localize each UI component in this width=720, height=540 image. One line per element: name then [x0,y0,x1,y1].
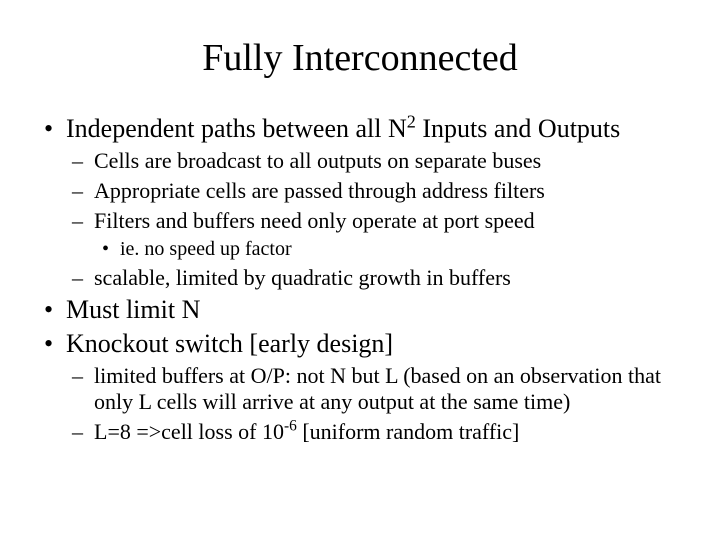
bullet-1-sub-3-a-text: ie. no speed up factor [120,238,292,260]
bullet-3-sub-1-text: limited buffers at O/P: not N but L (bas… [94,363,661,414]
bullet-1-sub-3-sublist: ie. no speed up factor [94,238,680,261]
bullet-1: Independent paths between all N2 Inputs … [40,114,680,291]
bullet-1-sub-3-text: Filters and buffers need only operate at… [94,208,535,233]
bullet-3-sub-1: limited buffers at O/P: not N but L (bas… [66,363,680,415]
bullet-1-sub-1: Cells are broadcast to all outputs on se… [66,148,680,174]
bullet-2: Must limit N [40,295,680,325]
bullet-1-sub-4-text: scalable, limited by quadratic growth in… [94,265,511,290]
bullet-3-sub-2-sup: -6 [284,418,297,435]
bullet-1-sub-2-text: Appropriate cells are passed through add… [94,178,545,203]
bullet-list-level1: Independent paths between all N2 Inputs … [40,114,680,445]
bullet-3-text: Knockout switch [early design] [66,329,393,358]
bullet-1-sub-1-text: Cells are broadcast to all outputs on se… [94,148,541,173]
bullet-3: Knockout switch [early design] limited b… [40,329,680,445]
bullet-1-text-post: Inputs and Outputs [416,114,620,143]
bullet-1-sub-2: Appropriate cells are passed through add… [66,178,680,204]
bullet-1-sub-4: scalable, limited by quadratic growth in… [66,265,680,291]
bullet-1-sublist: Cells are broadcast to all outputs on se… [66,148,680,291]
bullet-3-sub-2: L=8 =>cell loss of 10-6 [uniform random … [66,419,680,445]
bullet-2-text: Must limit N [66,295,200,324]
bullet-1-sub-3: Filters and buffers need only operate at… [66,208,680,261]
bullet-3-sublist: limited buffers at O/P: not N but L (bas… [66,363,680,445]
slide-container: Fully Interconnected Independent paths b… [0,0,720,540]
bullet-1-text-pre: Independent paths between all N [66,114,407,143]
bullet-1-sup: 2 [407,111,416,131]
bullet-3-sub-2-pre: L=8 =>cell loss of 10 [94,419,284,444]
slide-title: Fully Interconnected [40,36,680,80]
bullet-3-sub-2-post: [uniform random traffic] [297,419,520,444]
bullet-1-sub-3-a: ie. no speed up factor [94,238,680,261]
